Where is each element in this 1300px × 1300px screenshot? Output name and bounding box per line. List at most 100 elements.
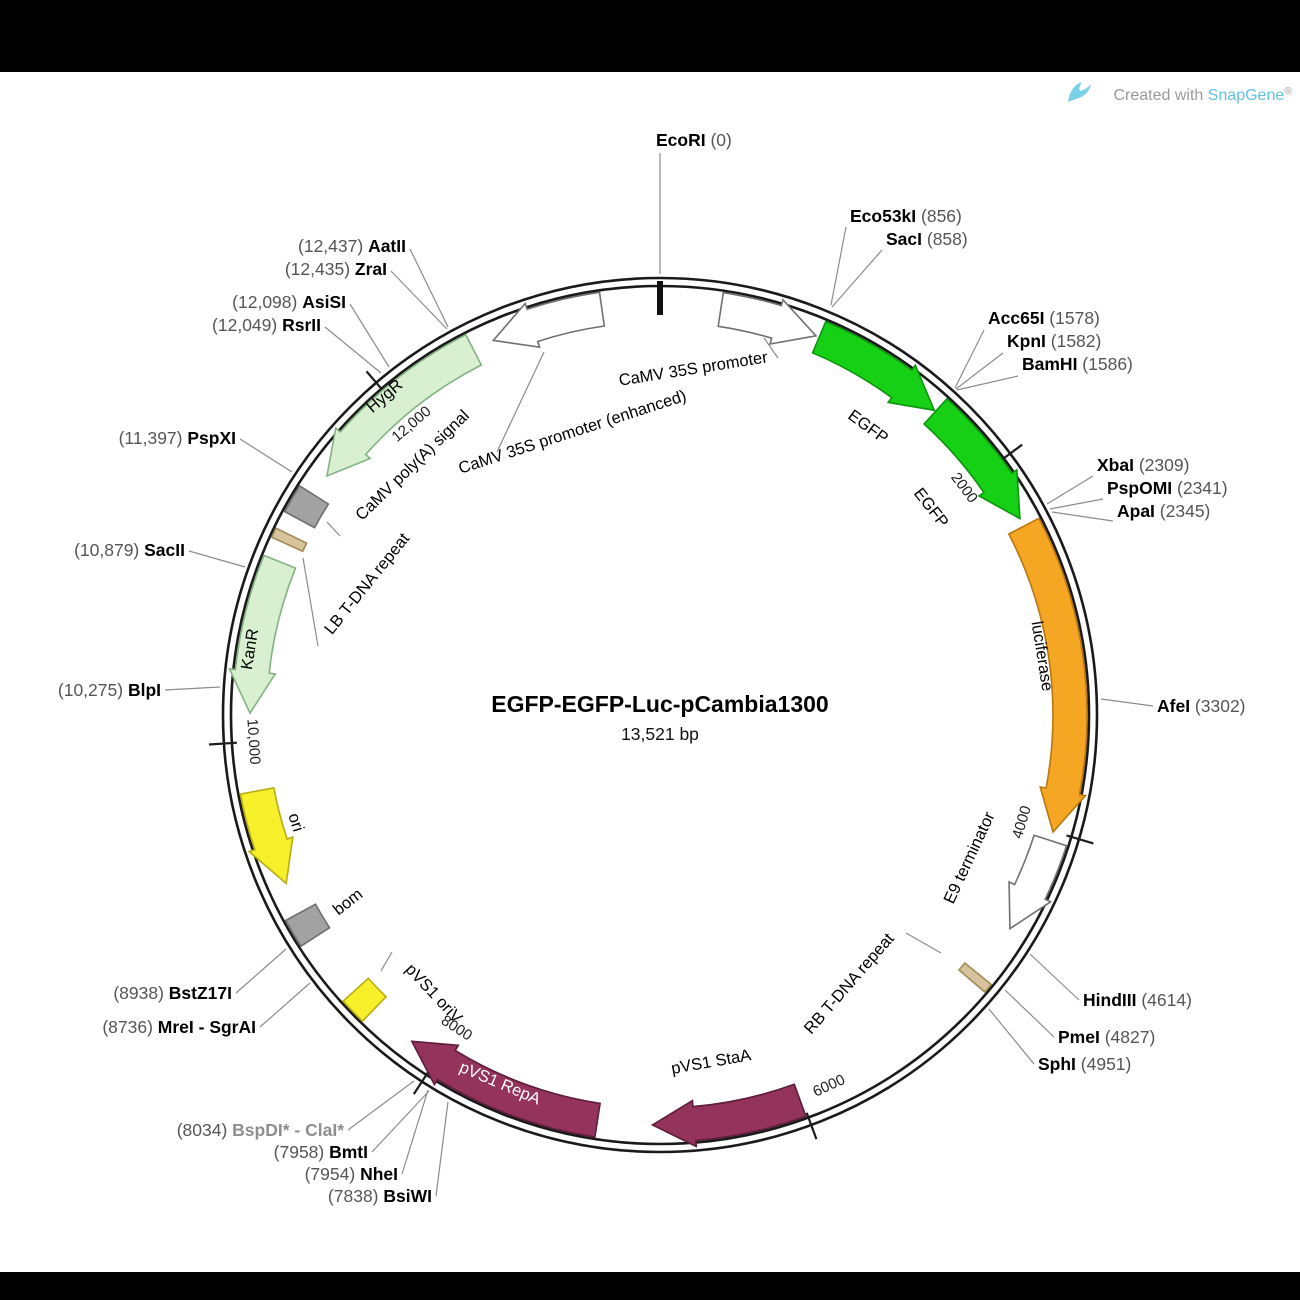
enzyme-label-rsrii: (12,049) RsrII [212,315,321,335]
feature-egfp-2 [922,397,1021,521]
leader-line [1004,989,1055,1038]
feature-rb-t-dna-repeat [957,961,993,994]
enzyme-label-apai: ApaI (2345) [1117,501,1210,521]
enzyme-labels: EcoRI (0) Eco53kI (856) SacI (858) Acc65… [58,130,1246,1206]
top-black-bar [0,0,1300,72]
enzyme-label-aatii: (12,437) AatII [298,236,406,256]
scale-tick [999,443,1023,463]
feature-label-rb-t-dna-repeat: RB T-DNA repeat [801,930,898,1038]
scale-tick [365,370,386,394]
leader-line [349,303,390,368]
leader-line [905,932,942,954]
feature-label-camv-35s-promoter: CaMV 35S promoter [618,348,770,389]
enzyme-label-zrai: (12,435) ZraI [285,259,387,279]
enzyme-label-bstz17i: (8938) BstZ17I [113,983,232,1003]
feature-egfp-1 [811,320,936,412]
enzyme-label-blpi: (10,275) BlpI [58,680,161,700]
feature-label-e9-terminator: E9 terminator [940,809,998,907]
leader-line [496,351,545,453]
scale-number: 6000 [810,1071,847,1100]
leader-line [1029,953,1080,1001]
leader-line [988,1008,1035,1065]
enzyme-label-nhei: (7954) NheI [305,1164,398,1184]
feature-hygr [325,333,483,478]
feature-label-camv-35s-promoter-enhanced: CaMV 35S promoter (enhanced) [456,387,688,478]
enzyme-label-pspxi: (11,397) PspXI [119,428,236,448]
feature-label-pvs1-oriv: pVS1 oriV [402,960,466,1027]
leader-line [954,329,985,389]
leader-line [188,550,246,568]
leader-line [380,951,393,972]
plasmid-name: EGFP-EGFP-Luc-pCambia1300 [491,691,828,717]
backbone-outer-circle [221,276,1099,1154]
scale-tick [412,1069,431,1095]
scale-tick [208,741,237,746]
enzyme-label-xbai: XbaI (2309) [1097,455,1189,475]
enzyme-label-sphi: SphI (4951) [1038,1054,1131,1074]
enzyme-label-saci: SacI (858) [886,229,968,249]
feature-leader-lines [302,337,942,972]
feature-label-egfp-1: EGFP [844,406,891,447]
scale-number: 10,000 [243,718,263,765]
feature-pvs1-repa [410,1040,602,1138]
features [228,291,1088,1148]
enzyme-label-sacii: (10,879) SacII [74,540,185,560]
enzyme-label-acc65i: Acc65I (1578) [988,308,1100,328]
leader-line [830,226,847,306]
enzyme-label-bspdi-clai: (8034) BspDI* - ClaI* [177,1120,344,1140]
enzyme-label-ecori: EcoRI (0) [656,130,732,150]
feature-ori [239,786,294,885]
feature-label-pvs1-staa: pVS1 StaA [670,1046,753,1078]
feature-e9-terminator [1008,834,1068,931]
leader-line [435,1101,449,1197]
feature-kanr [228,554,297,715]
plasmid-title-block: EGFP-EGFP-Luc-pCambia1300 13,521 bp [491,691,828,744]
leader-line [302,557,319,647]
enzyme-label-mrei-sgrai: (8736) MreI - SgrAI [102,1017,256,1037]
leader-line [347,1080,415,1131]
enzyme-label-pspomi: PspOMI (2341) [1107,478,1228,498]
credit-text: Created with SnapGene® [1113,85,1292,104]
enzyme-label-bamhi: BamHI (1586) [1022,354,1133,374]
enzyme-label-hindiii: HindIII (4614) [1083,990,1192,1010]
snapgene-logo-icon [1068,82,1091,102]
feature-camv-polya-signal [283,484,330,529]
leader-line [763,337,779,359]
leader-line [259,982,311,1028]
leader-line [239,438,293,473]
scale-tick [1066,834,1094,845]
feature-label-bom: bom [330,885,366,919]
leader-line [324,326,382,374]
scale-number: 4000 [1009,804,1035,841]
scale-ticks [208,281,1094,1140]
feature-label-egfp-2: EGFP [910,485,952,531]
enzyme-label-afei: AfeI (3302) [1157,696,1246,716]
leader-line [390,270,448,330]
leader-line [371,1090,430,1153]
feature-label-lb-t-dna-repeat: LB T-DNA repeat [321,530,414,638]
snapgene-credit: Created with SnapGene® [1068,82,1292,104]
leader-line [1049,498,1104,510]
leader-line [1051,511,1114,522]
feature-camv-35s-promoter [717,291,818,346]
feature-pvs1-staa [650,1083,807,1148]
enzyme-label-bmti: (7958) BmtI [274,1142,368,1162]
enzyme-label-eco53ki: Eco53kI (856) [850,206,962,226]
bottom-black-bar [0,1272,1300,1300]
enzyme-leader-lines [164,153,1154,1197]
leader-line [326,521,341,537]
feature-camv-35s-promoter-enhanced [491,291,606,349]
leader-line [164,686,221,691]
leader-line [409,248,449,328]
leader-line [955,352,1004,390]
leader-line [401,1089,429,1175]
feature-pvs1-oriv [341,977,388,1023]
feature-luciferase [1007,517,1088,834]
leader-line [956,375,1019,391]
leader-line [1046,475,1094,505]
enzyme-label-asisi: (12,098) AsiSI [232,292,346,312]
leader-line [831,249,883,308]
feature-label-ori: ori [284,811,307,834]
feature-bom [284,903,331,948]
